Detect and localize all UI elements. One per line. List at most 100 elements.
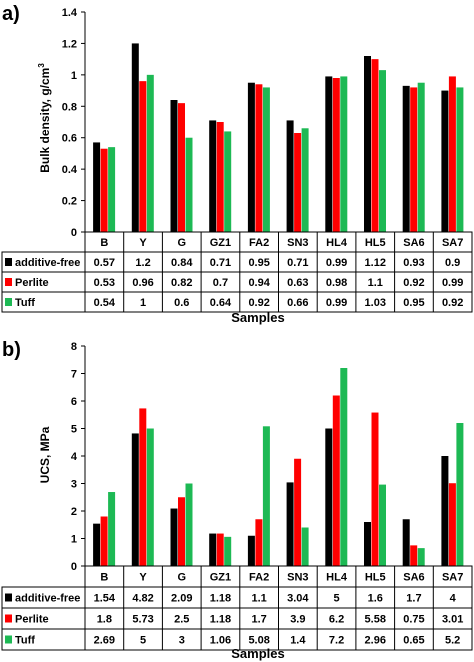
legend-key-perlite [5, 278, 12, 286]
bar-additive-free [402, 519, 410, 566]
category-label: B [100, 572, 108, 584]
data-label: 0.92 [248, 297, 269, 309]
data-label: 0.64 [210, 297, 232, 309]
data-label: 1.03 [365, 297, 386, 309]
bar-tuff [417, 82, 425, 232]
legend-label: Tuff [15, 297, 35, 309]
data-label: 1.8 [97, 614, 112, 626]
y-axis-label-b: UCS, MPa [38, 426, 52, 483]
category-label: GZ1 [210, 572, 231, 584]
data-label: 0.84 [171, 257, 193, 269]
bar-tuff [301, 527, 309, 566]
y-tick-label: 2 [71, 506, 77, 518]
legend-key-additive-free [5, 258, 12, 266]
category-label: SA6 [403, 572, 424, 584]
bar-tuff [456, 423, 464, 566]
data-label: 0.92 [403, 277, 424, 289]
data-label: 0.63 [287, 277, 308, 289]
bar-perlite [255, 519, 263, 566]
y-tick-label: 5 [71, 424, 77, 436]
data-label: 0.71 [287, 257, 308, 269]
x-axis-label-a: Samples [231, 310, 284, 325]
bar-tuff [340, 76, 348, 232]
data-label: 1 [140, 297, 146, 309]
data-label: 7.2 [329, 635, 344, 647]
bar-additive-free [93, 142, 101, 232]
y-tick-label: 6 [71, 396, 77, 408]
bar-tuff [379, 484, 386, 566]
bar-additive-free [209, 533, 217, 566]
data-label: 0.71 [210, 257, 231, 269]
legend-label: additive-free [15, 593, 80, 605]
legend-key-tuff [5, 635, 12, 644]
bar-tuff [456, 87, 464, 232]
bar-tuff [224, 536, 232, 566]
data-label: 3.01 [442, 614, 463, 626]
bar-tuff [108, 492, 116, 566]
bar-perlite [448, 76, 456, 232]
bar-tuff [262, 426, 270, 566]
y-tick-label: 3 [71, 479, 77, 491]
data-label: 1.18 [210, 614, 231, 626]
y-tick-label: 1.4 [62, 7, 78, 19]
data-label: 0.93 [403, 257, 424, 269]
data-label: 1.54 [94, 593, 116, 605]
category-label: HL4 [326, 237, 348, 249]
data-label: 0.95 [403, 297, 424, 309]
data-label: 0.9 [445, 257, 460, 269]
bar-perlite [255, 84, 263, 233]
category-label: FA2 [249, 572, 269, 584]
bar-additive-free [93, 523, 101, 566]
data-label: 1.1 [368, 277, 383, 289]
data-label: 1.06 [210, 635, 231, 647]
bar-perlite [410, 545, 418, 566]
category-label: HL5 [365, 572, 386, 584]
bar-perlite [294, 458, 302, 566]
data-label: 5 [333, 593, 339, 605]
bar-perlite [139, 81, 147, 233]
data-label: 2.09 [171, 593, 192, 605]
data-label: 0.57 [94, 257, 115, 269]
data-label: 4 [450, 593, 457, 605]
data-label: 1.7 [252, 614, 267, 626]
bar-perlite [448, 483, 456, 566]
y-axis-label-a-text: Bulk density, g/cm [38, 68, 52, 173]
bar-additive-free [364, 522, 371, 566]
data-label: 1.2 [135, 257, 150, 269]
bar-perlite [371, 412, 379, 566]
data-label: 5.08 [248, 635, 269, 647]
data-label: 2.96 [365, 635, 386, 647]
bar-perlite [332, 78, 340, 232]
data-label: 1.12 [365, 257, 386, 269]
y-tick-label: 1.2 [62, 38, 77, 50]
bar-tuff [417, 548, 425, 566]
panel-label-a: a) [2, 3, 20, 25]
bar-perlite [178, 497, 185, 566]
bar-additive-free [325, 76, 333, 232]
bar-tuff [146, 74, 154, 232]
category-label: Y [139, 572, 147, 584]
data-label: 0.54 [94, 297, 116, 309]
y-axis-label-a-superscript: 3 [37, 63, 46, 68]
bar-perlite [410, 87, 418, 232]
bar-tuff [379, 70, 386, 233]
data-label: 0.99 [326, 257, 347, 269]
data-label: 0.75 [403, 614, 424, 626]
data-label: 0.65 [403, 635, 424, 647]
bar-additive-free [364, 56, 371, 232]
data-label: 0.92 [442, 297, 463, 309]
data-label: 0.99 [442, 277, 463, 289]
category-label: G [177, 237, 186, 249]
data-label: 5 [140, 635, 146, 647]
legend-label: Tuff [15, 635, 35, 647]
chart-panel-a: a) Bulk density, g/cm3 Samples 0 0.2 0.4 0.… [1, 3, 473, 325]
data-label: 2.5 [174, 614, 189, 626]
bar-tuff [224, 131, 232, 232]
bar-perlite [216, 122, 224, 232]
data-label: 0.99 [326, 297, 347, 309]
bar-perlite [178, 103, 185, 233]
data-label: 0.53 [94, 277, 115, 289]
y-tick-label: 0.4 [62, 164, 78, 176]
data-label: 0.82 [171, 277, 192, 289]
